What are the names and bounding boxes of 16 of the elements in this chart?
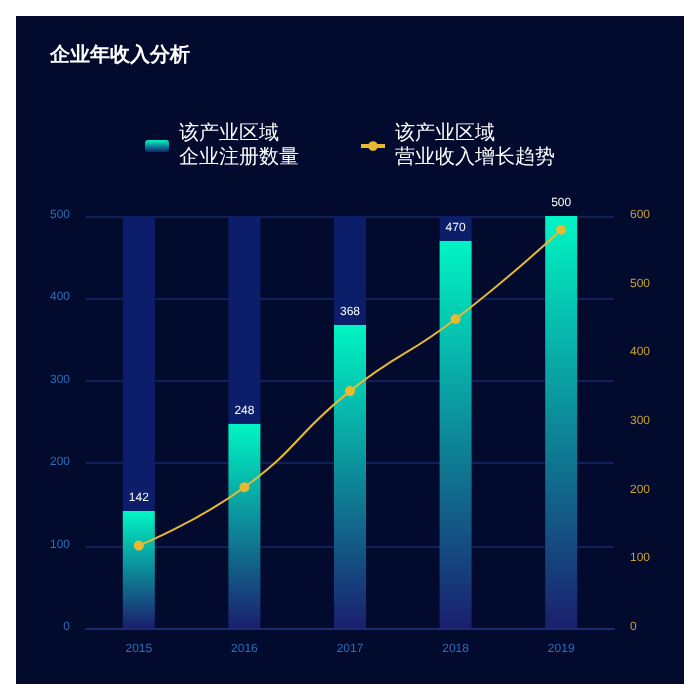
bar (122, 216, 155, 511)
bar (228, 423, 261, 628)
chart-title: 企业年收入分析 (48, 43, 190, 67)
bar (545, 216, 578, 628)
bar (334, 324, 366, 628)
bar (334, 216, 366, 325)
point (133, 540, 144, 551)
bar (122, 510, 155, 628)
point (345, 386, 355, 397)
legend-label: 该产业区域企业注册数量 (179, 121, 299, 169)
point (556, 224, 567, 235)
point (450, 314, 461, 324)
bar (228, 216, 261, 424)
bar (439, 240, 472, 628)
point (239, 482, 250, 493)
legend-label: 该产业区域营业收入增长趋势 (395, 121, 555, 169)
